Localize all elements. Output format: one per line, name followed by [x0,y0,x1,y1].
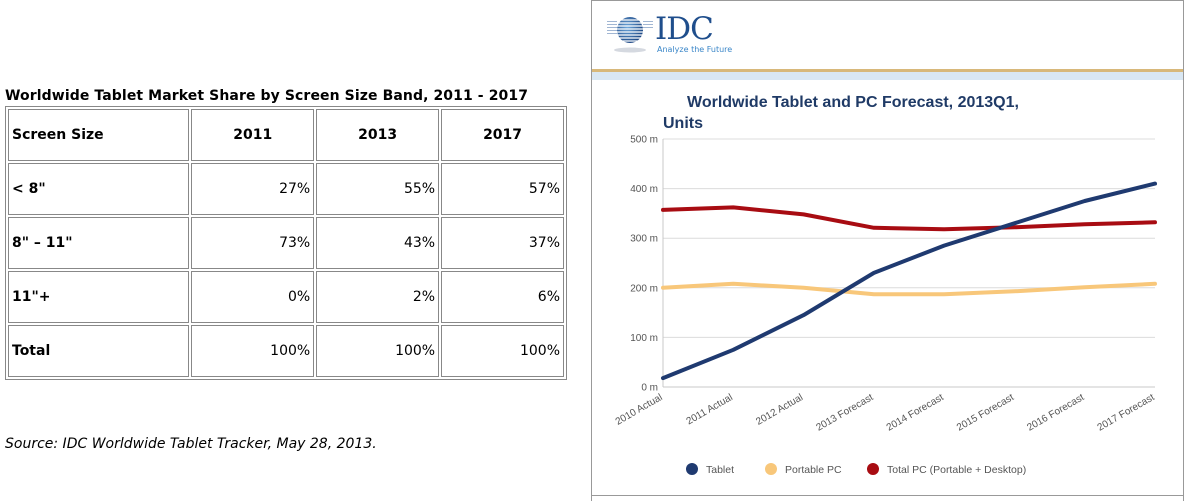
y-tick-label: 0 m [641,383,658,394]
x-tick-label: 2017 Forecast [1096,392,1157,434]
x-axis: 2010 Actual 2011 Actual 2012 Actual 2013 Fo… [614,392,1157,434]
chart-title-line2: Units [663,115,703,132]
table-cell: 43% [316,217,440,269]
y-tick-label: 500 m [630,135,658,146]
table-cell: 37% [441,217,564,269]
table-row: < 8" 27% 55% 57% [8,163,564,215]
idc-logo: IDC Analyze the Future [607,11,757,58]
x-tick-label: 2012 Actual [754,392,805,428]
y-tick-label: 100 m [630,333,658,344]
legend-marker [765,463,777,475]
table-row: 11"+ 0% 2% 6% [8,271,564,323]
header-divider [592,69,1183,72]
table-cell: 73% [191,217,315,269]
table-cell: 2% [316,271,440,323]
globe-icon [607,17,653,53]
chart-panel: IDC Analyze the Future Worldwide Tablet … [591,0,1184,501]
y-tick-label: 400 m [630,184,658,195]
table-cell: 0% [191,271,315,323]
logo-wordmark: IDC [655,11,714,47]
header-cell: 2017 [441,109,564,161]
table-row: Total 100% 100% 100% [8,325,564,377]
market-share-table: Screen Size 2011 2013 2017 < 8" 27% 55% … [5,106,567,380]
row-label: 11"+ [8,271,190,323]
header-cell: 2011 [191,109,315,161]
market-share-panel: Worldwide Tablet Market Share by Screen … [5,88,571,380]
x-tick-label: 2010 Actual [614,392,665,428]
panel-bottom-border [592,495,1183,496]
table-cell: 100% [191,325,315,377]
table-row: 8" – 11" 73% 43% 37% [8,217,564,269]
legend: Tablet Portable PC Total PC (Portable + De… [686,463,1026,476]
table-title: Worldwide Tablet Market Share by Screen … [5,88,529,104]
chart-title: Worldwide Tablet and PC Forecast, 2013Q1… [687,94,1019,111]
row-label: < 8" [8,163,190,215]
legend-label: Total PC (Portable + Desktop) [887,464,1026,476]
header-band [592,72,1183,80]
x-tick-label: 2011 Actual [685,392,735,427]
table-cell: 100% [441,325,564,377]
x-tick-label: 2014 Forecast [885,392,946,434]
y-tick-label: 200 m [630,283,658,294]
header-cell: Screen Size [8,109,190,161]
table-cell: 27% [191,163,315,215]
y-tick-label: 300 m [630,234,658,245]
source-note: Source: IDC Worldwide Tablet Tracker, Ma… [5,436,377,452]
legend-marker [867,463,879,475]
table-cell: 55% [316,163,440,215]
table-cell: 6% [441,271,564,323]
row-label: 8" – 11" [8,217,190,269]
table-header-row: Screen Size 2011 2013 2017 [8,109,564,161]
x-tick-label: 2016 Forecast [1025,392,1086,434]
x-tick-label: 2013 Forecast [814,392,875,434]
line-chart: Worldwide Tablet and PC Forecast, 2013Q1… [614,94,1157,476]
logo-tagline: Analyze the Future [657,45,733,54]
series-line-portable-pc [661,281,1157,297]
series-line-tablet [661,181,1157,381]
legend-marker [686,463,698,475]
series-line-total-pc-portable-desktop [661,205,1157,232]
y-axis: 0 m 100 m 200 m 300 m 400 m 500 m [630,135,658,394]
legend-label: Tablet [706,464,734,476]
table-cell: 100% [316,325,440,377]
series-lines [661,181,1157,381]
x-tick-label: 2015 Forecast [955,392,1016,434]
table-cell: 57% [441,163,564,215]
row-label: Total [8,325,190,377]
header-cell: 2013 [316,109,440,161]
legend-label: Portable PC [785,464,842,476]
